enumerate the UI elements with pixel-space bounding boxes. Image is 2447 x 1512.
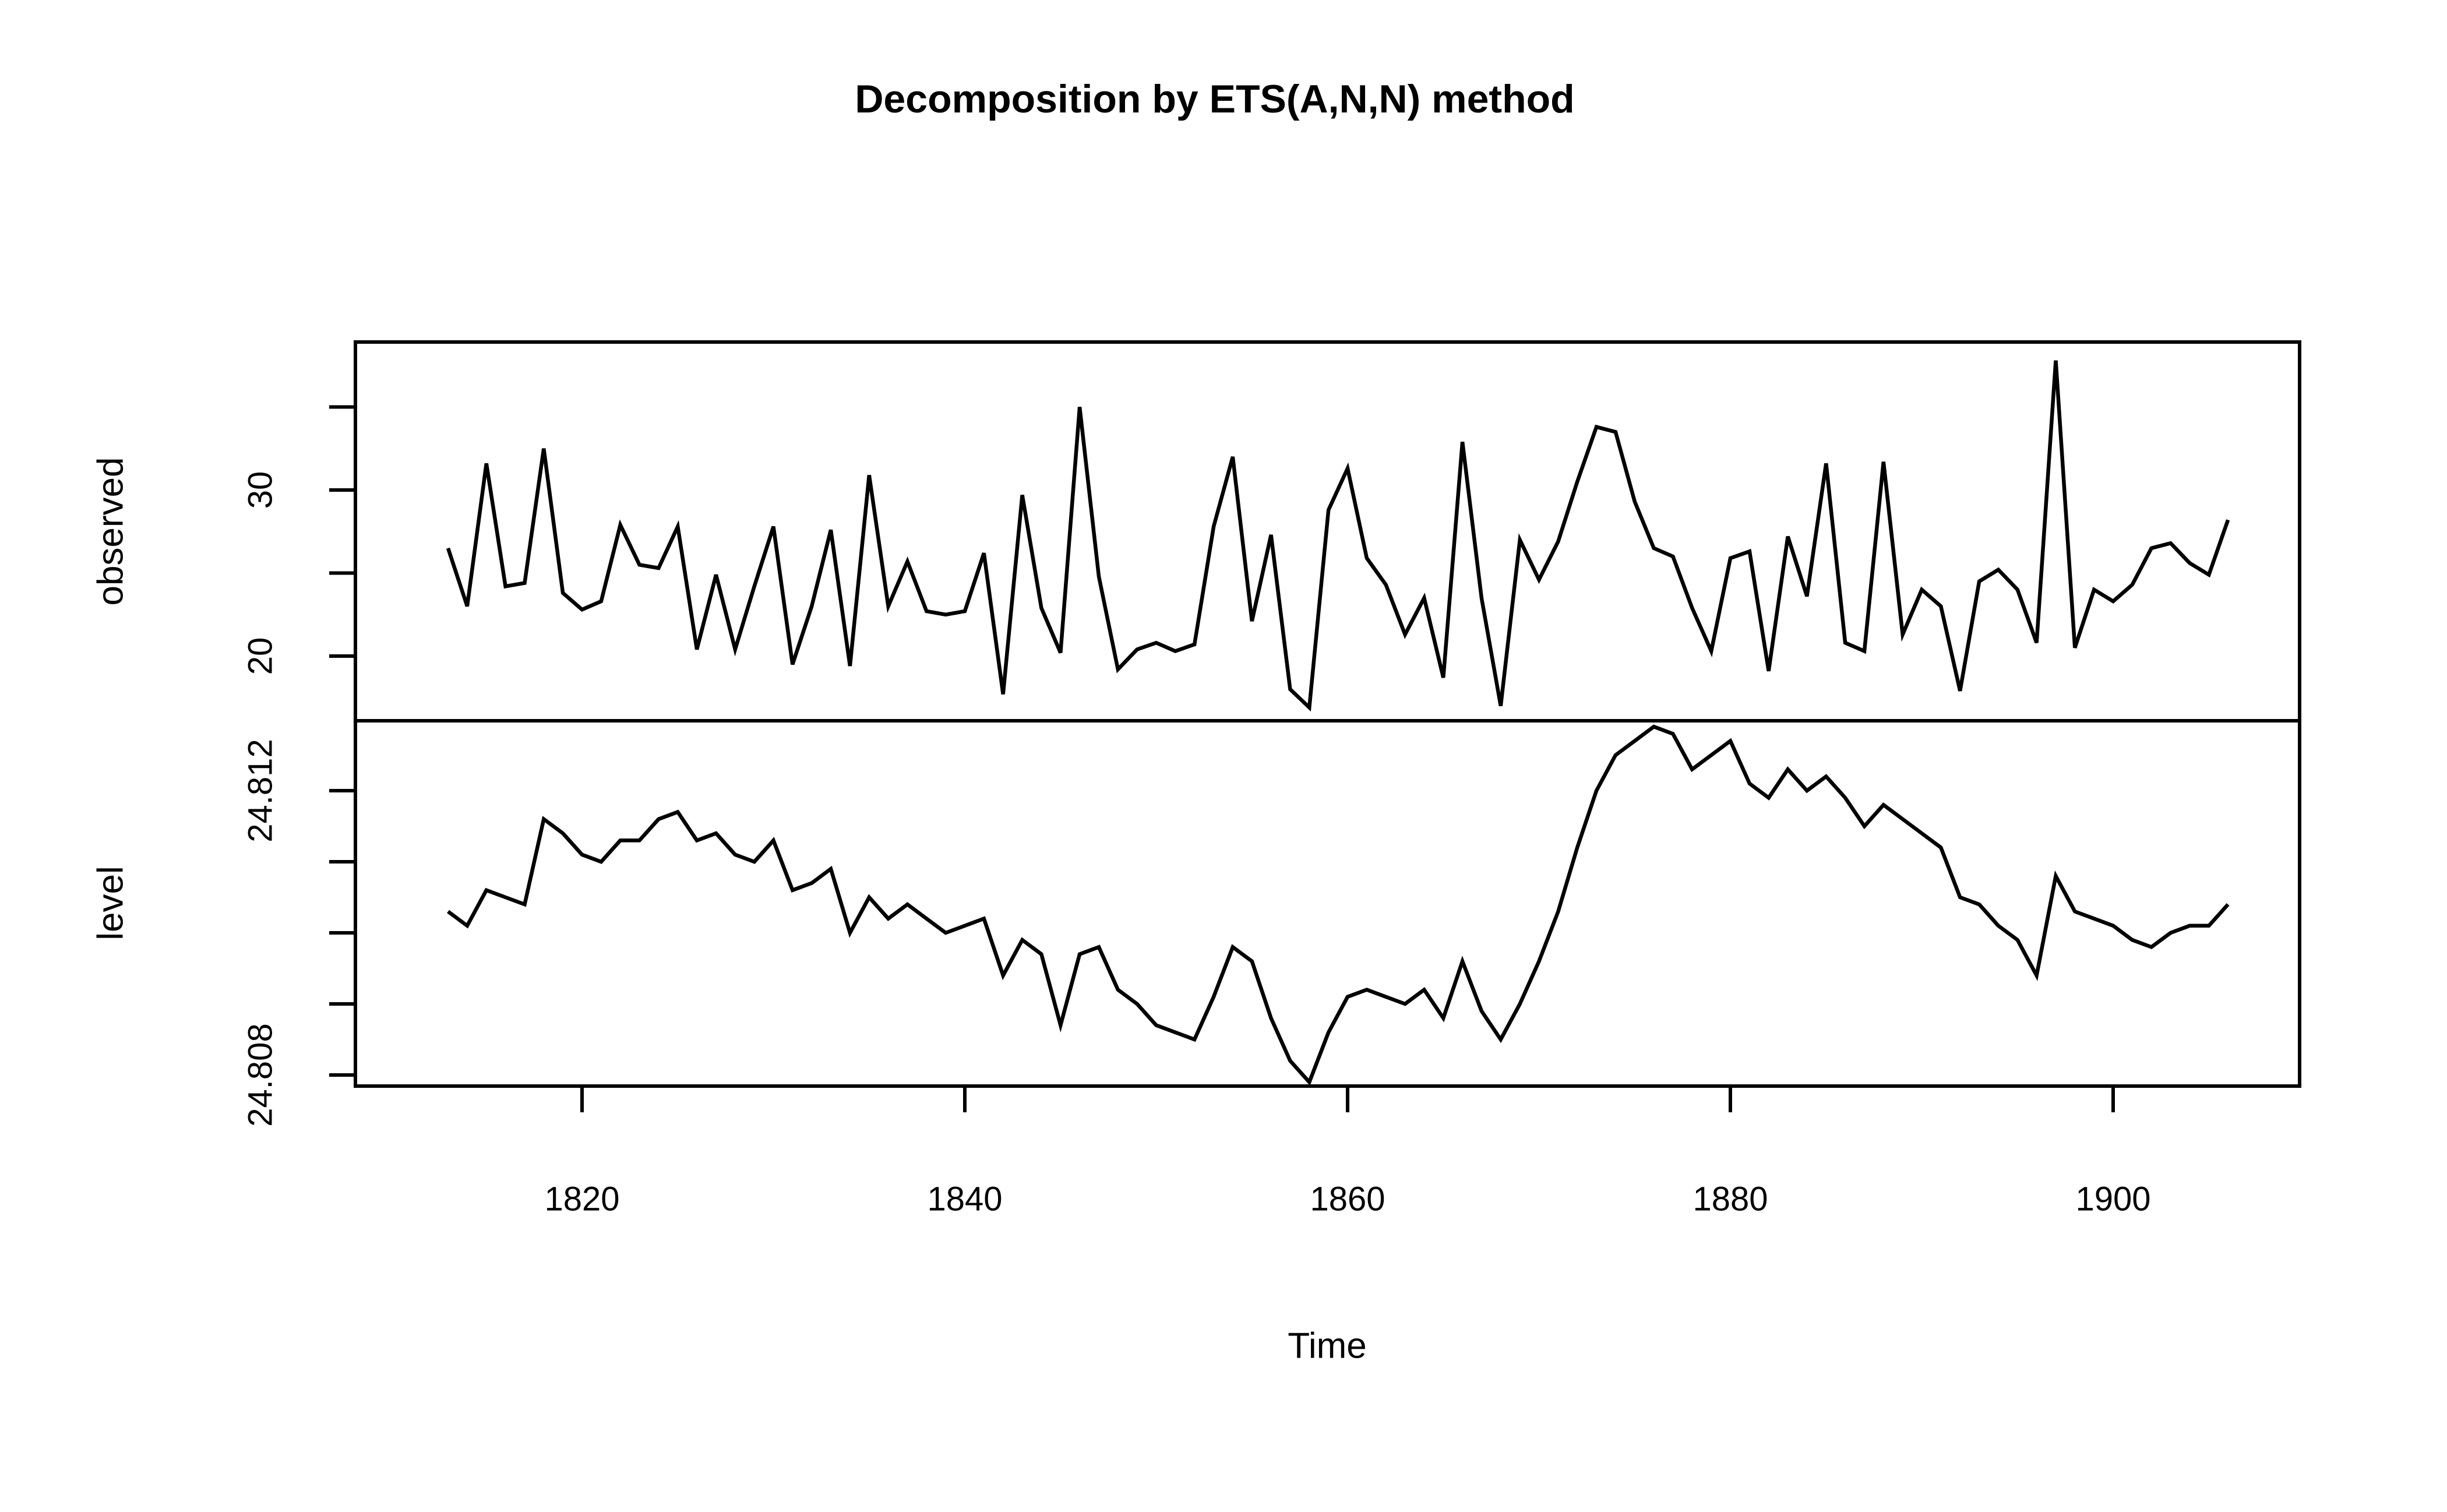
x-tick-label-1900: 1900 xyxy=(2075,1180,2151,1218)
level-tick-label-24.812: 24.812 xyxy=(241,739,280,843)
observed-tick-label-30: 30 xyxy=(241,471,280,509)
panel-frame xyxy=(354,340,2301,1088)
x-tick-label-1820: 1820 xyxy=(544,1180,620,1218)
level-tick-label-24.808: 24.808 xyxy=(241,1023,280,1127)
x-tick-label-1860: 1860 xyxy=(1310,1180,1385,1218)
chart-title: Decomposition by ETS(A,N,N) method xyxy=(855,77,1575,121)
x-tick-label-1840: 1840 xyxy=(927,1180,1003,1218)
level-series-line xyxy=(447,724,2230,1086)
observed-series-line xyxy=(446,360,2230,712)
x-tick-label-1880: 1880 xyxy=(1693,1180,1768,1218)
time-axis-title: Time xyxy=(1288,1326,1367,1366)
observed-tick-label-20: 20 xyxy=(241,637,280,675)
